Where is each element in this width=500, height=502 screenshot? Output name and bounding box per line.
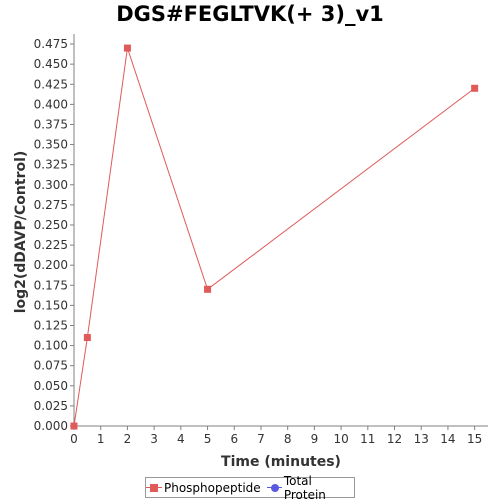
y-tick-label: 0.175: [34, 278, 68, 292]
y-tick-label: 0.250: [34, 218, 68, 232]
legend-swatch-phosphopeptide: [146, 483, 162, 493]
x-tick-label: 5: [204, 432, 212, 446]
legend-item-phosphopeptide: Phosphopeptide: [146, 481, 261, 495]
y-tick-label: 0.325: [34, 158, 68, 172]
y-tick-label: 0.000: [34, 419, 68, 433]
chart-legend: Phosphopeptide Total Protein: [145, 474, 355, 502]
x-tick-label: 13: [414, 432, 429, 446]
legend-label-phosphopeptide: Phosphopeptide: [164, 480, 261, 495]
y-tick-label: 0.100: [34, 339, 68, 353]
chart-series: [70, 44, 479, 430]
x-tick-label: 0: [70, 432, 78, 446]
y-tick-label: 0.400: [34, 97, 68, 111]
plot-background: [74, 34, 488, 426]
y-tick-label: 0.025: [34, 399, 68, 413]
y-tick-label: 0.300: [34, 178, 68, 192]
x-tick-label: 2: [124, 432, 132, 446]
y-tick-label: 0.450: [34, 57, 68, 71]
y-tick-label: 0.375: [34, 117, 68, 131]
x-tick-label: 3: [150, 432, 158, 446]
y-tick-label: 0.350: [34, 138, 68, 152]
y-tick-label: 0.425: [34, 77, 68, 91]
x-tick-label: 9: [311, 432, 319, 446]
y-tick-label: 0.075: [34, 359, 68, 373]
chart-title: DGS#FEGLTVK(+ 3)_v1: [116, 2, 384, 26]
x-tick-label: 12: [387, 432, 402, 446]
data-point-phosphopeptide: [70, 422, 78, 430]
data-point-phosphopeptide: [471, 84, 479, 92]
x-tick-label: 4: [177, 432, 185, 446]
x-tick-label: 1: [97, 432, 105, 446]
x-axis-title: Time (minutes): [221, 454, 341, 470]
legend-label-total-protein: Total Protein: [283, 473, 326, 502]
data-point-phosphopeptide: [83, 334, 91, 342]
x-tick-label: 10: [333, 432, 348, 446]
x-tick-label: 7: [257, 432, 265, 446]
x-tick-label: 8: [284, 432, 292, 446]
x-tick-label: 14: [440, 432, 455, 446]
y-tick-label: 0.125: [34, 318, 68, 332]
y-tick-label: 0.275: [34, 198, 68, 212]
y-tick-label: 0.200: [34, 258, 68, 272]
chart-axes: 0.000 0.025 0.050 0.075 0.100 0.125 0.150 0.175…: [34, 34, 488, 446]
y-axis-title: log2(dDAVP/Control): [13, 151, 29, 314]
y-tick-label: 0.050: [34, 379, 68, 393]
legend-item-total-protein: Total Protein: [266, 473, 354, 502]
x-tick-label: 11: [360, 432, 375, 446]
x-tick-label: 15: [467, 432, 482, 446]
y-tick-label: 0.475: [34, 37, 68, 51]
y-tick-label: 0.225: [34, 238, 68, 252]
data-point-phosphopeptide: [123, 44, 131, 52]
y-tick-label: 0.150: [34, 298, 68, 312]
data-point-phosphopeptide: [204, 285, 212, 293]
legend-swatch-total-protein: [266, 483, 282, 493]
x-tick-label: 6: [230, 432, 238, 446]
